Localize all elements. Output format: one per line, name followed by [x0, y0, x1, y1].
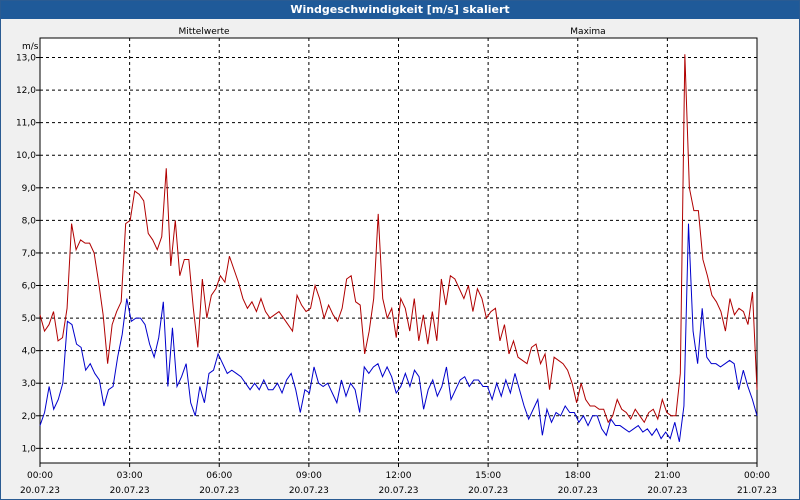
y-tick-label: 4,0	[22, 347, 37, 357]
series-lines	[39, 54, 758, 442]
x-tick-date: 20.07.23	[378, 486, 418, 496]
y-tick-label: 5,0	[22, 314, 37, 324]
x-tick-time: 09:00	[296, 471, 322, 481]
x-tick-date: 21.07.23	[737, 486, 777, 496]
x-tick-time: 18:00	[565, 471, 591, 481]
x-tick-date: 20.07.23	[289, 486, 329, 496]
x-tick-time: 00:00	[27, 471, 53, 481]
y-tick-label: 3,0	[22, 379, 37, 389]
y-tick-label: 11,0	[16, 119, 36, 129]
x-tick-time: 21:00	[654, 471, 680, 481]
x-tick-date: 20.07.23	[199, 486, 239, 496]
x-tick-date: 20.07.23	[20, 486, 60, 496]
x-tick-date: 20.07.23	[558, 486, 598, 496]
y-tick-label: 1,0	[22, 444, 37, 454]
window-title: Windgeschwindigkeit [m/s] skaliert	[1, 1, 799, 19]
y-tick-label: 6,0	[22, 282, 37, 292]
y-axis-ticks: 1,0 2,0 3,0 4,0 5,0 6,0 7,0 8,0 9,0 10,0 11,0 12,0 1…	[16, 54, 40, 454]
y-tick-label: 9,0	[22, 184, 37, 194]
y-tick-label: 8,0	[22, 216, 37, 226]
y-axis-unit: m/s	[22, 42, 39, 52]
legend-mittelwerte: Mittelwerte	[178, 27, 229, 37]
y-tick-label: 7,0	[22, 249, 37, 259]
x-tick-time: 06:00	[206, 471, 232, 481]
x-tick-time: 03:00	[117, 471, 143, 481]
x-tick-date: 20.07.23	[468, 486, 508, 496]
x-tick-date: 20.07.23	[110, 486, 150, 496]
y-tick-label: 12,0	[16, 86, 36, 96]
y-tick-label: 10,0	[16, 151, 36, 161]
y-tick-label: 2,0	[22, 412, 37, 422]
series-line-maxima	[39, 54, 758, 424]
x-tick-time: 12:00	[386, 471, 412, 481]
x-tick-time: 15:00	[475, 471, 501, 481]
x-axis-ticks: 00:00 20.07.23 03:00 20.07.23 06:00 20.07.23 0…	[20, 463, 777, 496]
x-tick-time: 00:00	[744, 471, 770, 481]
series-line-mittelwerte	[39, 223, 758, 442]
y-tick-label: 13,0	[16, 54, 36, 64]
legend-maxima: Maxima	[570, 27, 605, 37]
x-tick-date: 20.07.23	[647, 486, 687, 496]
